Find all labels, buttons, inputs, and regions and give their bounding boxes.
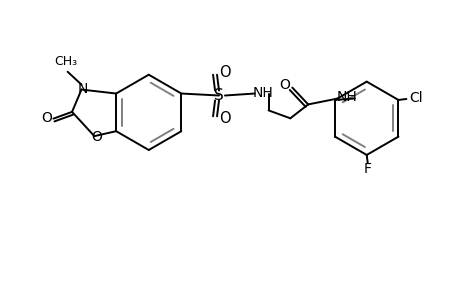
- Text: O: O: [41, 111, 52, 124]
- Text: O: O: [91, 130, 101, 144]
- Text: O: O: [218, 111, 230, 126]
- Text: CH₃: CH₃: [54, 55, 77, 68]
- Text: O: O: [218, 65, 230, 80]
- Text: S: S: [214, 88, 224, 103]
- Text: N: N: [77, 82, 88, 96]
- Text: Cl: Cl: [409, 91, 422, 105]
- Text: F: F: [363, 162, 371, 176]
- Text: NH: NH: [336, 89, 357, 103]
- Text: NH: NH: [252, 85, 272, 100]
- Text: O: O: [278, 78, 289, 92]
